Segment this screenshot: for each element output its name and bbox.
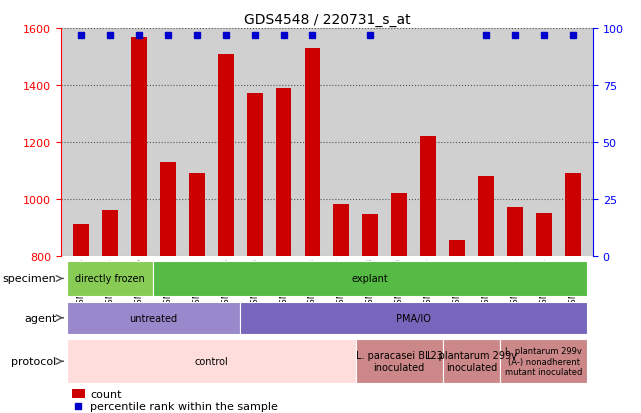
Bar: [72, 389, 85, 398]
Bar: [240, 302, 587, 334]
Text: control: control: [194, 356, 228, 366]
Bar: [449, 240, 465, 256]
Bar: [362, 215, 378, 256]
Text: L. plantarum 299v
(A-) nonadherent
mutant inoculated: L. plantarum 299v (A-) nonadherent mutan…: [505, 347, 583, 376]
Bar: [536, 214, 552, 256]
Bar: [102, 211, 118, 256]
Text: agent: agent: [24, 313, 56, 323]
Bar: [153, 261, 587, 297]
Bar: [67, 339, 356, 383]
Text: specimen: specimen: [3, 274, 56, 284]
Bar: [333, 205, 349, 256]
Text: protocol: protocol: [12, 356, 56, 366]
Bar: [67, 261, 153, 297]
Bar: [304, 49, 320, 256]
Text: L. plantarum 299v
inoculated: L. plantarum 299v inoculated: [426, 351, 517, 372]
Bar: [131, 38, 147, 256]
Text: percentile rank within the sample: percentile rank within the sample: [90, 401, 278, 411]
Bar: [73, 225, 89, 256]
Bar: [442, 339, 501, 383]
Bar: [356, 339, 442, 383]
Text: count: count: [90, 389, 122, 399]
Bar: [565, 174, 581, 256]
Bar: [160, 162, 176, 256]
Bar: [420, 137, 436, 256]
Text: untreated: untreated: [129, 313, 178, 323]
Title: GDS4548 / 220731_s_at: GDS4548 / 220731_s_at: [244, 12, 410, 26]
Bar: [501, 339, 587, 383]
Bar: [478, 176, 494, 256]
Bar: [67, 302, 240, 334]
Bar: [218, 55, 234, 256]
Bar: [276, 88, 292, 256]
Text: directly frozen: directly frozen: [75, 274, 145, 284]
Bar: [247, 94, 263, 256]
Bar: [507, 208, 523, 256]
Text: explant: explant: [352, 274, 388, 284]
Bar: [189, 174, 204, 256]
Text: PMA/IO: PMA/IO: [396, 313, 431, 323]
Bar: [391, 194, 407, 256]
Text: L. paracasei BL23
inoculated: L. paracasei BL23 inoculated: [356, 351, 443, 372]
